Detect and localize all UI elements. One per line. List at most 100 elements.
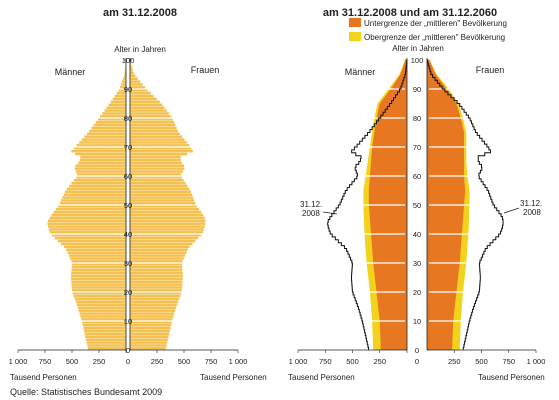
bar-female-age-38 <box>130 236 199 240</box>
bar-female-age-64 <box>130 161 182 165</box>
y-tick-label: 10 <box>413 317 421 326</box>
bar-male-age-36 <box>60 242 126 246</box>
bar-female-age-31 <box>130 257 184 260</box>
legend-label-upper: Obergrenze der „mittleren" Bevölkerung <box>364 33 505 42</box>
y-tick-label: 70 <box>413 143 421 152</box>
y-tick-label: 50 <box>413 201 421 210</box>
bar-male-age-32 <box>68 254 126 257</box>
bar-male-age-47 <box>53 210 126 214</box>
bar-male-age-25 <box>71 274 126 278</box>
chart1-xlabel-left: Tausend Personen <box>10 373 77 382</box>
y-tick-label: 0 <box>415 346 419 355</box>
bar-male-age-75 <box>89 129 126 133</box>
bar-female-age-91 <box>130 83 143 86</box>
bar-male-age-76 <box>91 126 126 130</box>
bar-male-age-23 <box>71 280 126 283</box>
chart1-axes: 0 10 20 30 40 50 60 70 80 90 100 1 000 750 500 250 0 250… <box>9 56 248 366</box>
bar-female-age-15 <box>130 303 177 307</box>
y-tick-label: 20 <box>413 288 421 297</box>
outline-2008-male <box>327 59 408 350</box>
y-tick-label: 10 <box>124 317 132 326</box>
bar-female-age-39 <box>130 234 201 237</box>
y-tick-label: 100 <box>411 56 424 65</box>
x-tick-label: 250 <box>93 357 106 366</box>
bar-female-age-57 <box>130 181 186 185</box>
bar-female-age-53 <box>130 193 193 196</box>
bar-male-age-59 <box>76 176 126 179</box>
bar-female-age-88 <box>130 91 151 95</box>
bar-female-age-69 <box>130 147 192 150</box>
bar-male-age-44 <box>47 219 126 223</box>
bar-male-age-61 <box>75 170 126 173</box>
y-tick-label: 50 <box>124 201 132 210</box>
bar-female-age-71 <box>130 141 187 144</box>
bar-male-age-74 <box>86 132 126 136</box>
bar-female-age-78 <box>130 120 175 124</box>
bar-female-age-66 <box>130 155 181 159</box>
bar-female-age-13 <box>130 309 176 312</box>
chart1-label-men: Männer <box>55 67 86 77</box>
x-tick-label: 250 <box>373 357 386 366</box>
bar-male-age-11 <box>80 315 126 318</box>
bar-male-age-54 <box>64 190 126 194</box>
bar-male-age-37 <box>57 239 126 243</box>
y-tick-label: 30 <box>124 259 132 268</box>
bar-female-age-50 <box>130 202 196 205</box>
chart2-xlabel-left: Tausend Personen <box>288 373 355 382</box>
chart2-title: am 31.12.2008 und am 31.12.2060 <box>323 7 497 19</box>
bar-female-age-67 <box>130 152 188 156</box>
bar-male-age-8 <box>82 323 126 327</box>
x-tick-label: 250 <box>448 357 461 366</box>
bar-male-age-84 <box>108 103 126 107</box>
bar-female-age-16 <box>130 300 179 304</box>
bar-female-age-97 <box>130 65 133 69</box>
annotation-left-2008: 31.12. 2008 <box>300 200 338 218</box>
bar-male-age-20 <box>71 289 126 292</box>
bar-male-age-85 <box>110 100 126 104</box>
bar-female-age-0 <box>130 347 166 350</box>
annotation-right-line2: 2008 <box>523 208 541 217</box>
bar-male-age-10 <box>81 318 126 321</box>
bar-female-age-62 <box>130 167 185 170</box>
x-tick-label: 750 <box>39 357 52 366</box>
bar-female-age-9 <box>130 321 172 324</box>
bar-female-age-84 <box>130 103 163 107</box>
bar-male-age-35 <box>64 245 126 249</box>
bar-male-age-78 <box>95 120 126 124</box>
bar-female-age-89 <box>130 89 148 92</box>
bar-female-age-3 <box>130 338 168 341</box>
bar-female-age-11 <box>130 315 174 318</box>
bar-male-age-19 <box>72 292 126 295</box>
bar-male-age-41 <box>48 228 126 231</box>
bar-male-age-96 <box>124 68 126 72</box>
bar-female-age-18 <box>130 294 181 298</box>
bar-male-age-29 <box>71 263 126 266</box>
bar-female-age-81 <box>130 112 169 115</box>
bar-male-age-3 <box>85 338 126 341</box>
bar-female-age-30 <box>130 260 183 263</box>
bar-female-age-76 <box>130 126 177 130</box>
bar-female-age-85 <box>130 100 160 104</box>
bar-female-age-93 <box>130 77 138 80</box>
y-tick-label: 40 <box>124 230 132 239</box>
bar-male-age-95 <box>124 71 126 75</box>
bar-male-age-81 <box>102 112 126 115</box>
bar-male-age-51 <box>60 199 126 202</box>
chart1-label-women: Frauen <box>191 65 220 75</box>
x-tick-label: 500 <box>475 357 488 366</box>
bar-male-age-40 <box>49 231 126 234</box>
bar-female-age-96 <box>130 68 134 72</box>
y-tick-label: 30 <box>413 259 421 268</box>
bar-female-age-82 <box>130 109 167 112</box>
bar-male-age-18 <box>73 294 126 298</box>
annotation-right-2008: 31.12. 2008 <box>503 199 542 217</box>
bar-female-age-43 <box>130 222 206 225</box>
chart1-gridlines <box>18 88 238 322</box>
x-tick-label: 1 000 <box>527 357 546 366</box>
bar-female-age-83 <box>130 106 165 109</box>
bar-female-age-12 <box>130 312 175 315</box>
y-tick-label: 60 <box>124 172 132 181</box>
x-tick-label: 1 000 <box>9 357 28 366</box>
annotation-right-line1: 31.12. <box>520 199 542 208</box>
chart1-title: am 31.12.2008 <box>103 7 177 19</box>
